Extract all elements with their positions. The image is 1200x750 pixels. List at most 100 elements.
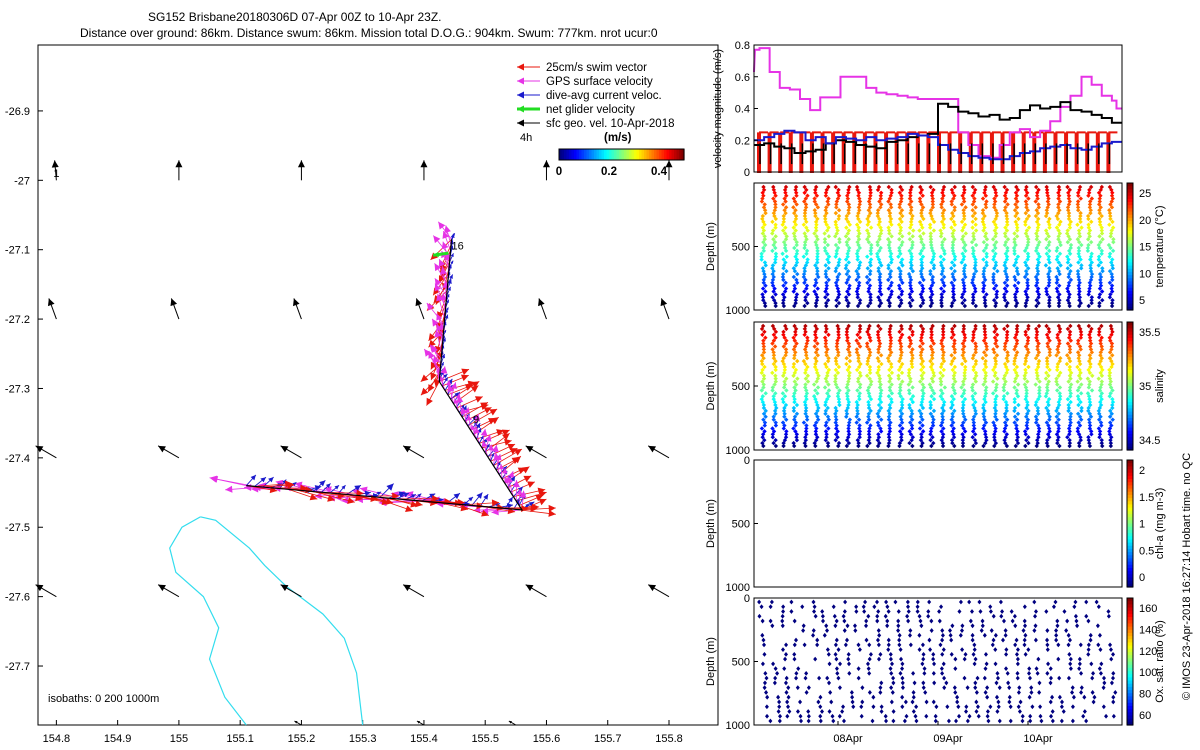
oxygen-sample [836,675,841,681]
section-sample [833,376,838,381]
colorbar-cell [644,149,648,160]
current-velocity-arrow [413,493,422,501]
swim-vector-arrow [450,380,480,400]
section-sample [1045,335,1051,340]
ytick-label: 1000 [726,582,750,594]
oxygen-sample [926,609,931,614]
section-sample [762,329,767,335]
oxygen-sample [1077,656,1082,662]
colorbar-cell [1127,517,1133,521]
section-sample [950,239,956,245]
section-sample [1100,266,1105,271]
section-sample [812,440,817,446]
oxygen-sample [1048,666,1053,672]
oxygen-sample [828,690,833,695]
section-sample [1025,283,1031,288]
section-sample [762,271,767,277]
section-sample [1068,411,1074,417]
section-sample [1077,239,1082,245]
section-sample [782,423,787,428]
section-sample [1110,405,1115,411]
section-sample [791,274,797,280]
section-sample [823,402,828,408]
section-sample [1097,234,1102,239]
colorbar-frame [558,148,685,161]
section-sample [907,280,913,285]
oxygen-sample [890,661,895,667]
section-sample [941,323,946,329]
oxygen-sample [1054,632,1059,638]
section-sample [983,202,988,207]
section-sample [826,202,831,207]
section-sample [1077,353,1082,358]
oxygen-sample [1027,694,1032,700]
section-sample [991,277,996,283]
section-sample [909,289,915,294]
section-sample [973,411,979,417]
section-sample [984,263,989,268]
oxygen-sample [833,642,838,648]
gps-velocity-arrow [493,453,501,475]
section-sample [1099,251,1104,256]
section-sample [844,385,850,390]
section-sample [961,208,966,213]
section-sample [836,292,842,297]
section-sample [1045,193,1050,198]
section-sample [1005,202,1010,207]
gps-velocity-arrow [434,329,443,354]
section-sample [1012,283,1017,288]
oxygen-sample [1039,718,1044,724]
section-sample [971,248,976,254]
section-sample [1077,289,1082,294]
colorbar-cell [1127,354,1133,358]
section-sample [1078,213,1083,219]
section-sample [898,344,904,349]
section-sample [1002,347,1008,352]
section-sample [845,382,850,387]
section-sample [845,289,850,294]
section-sample [1046,300,1052,306]
section-sample [1044,210,1050,216]
section-sample [770,388,775,393]
section-sample [877,271,883,277]
colorbar-cell [1127,211,1133,216]
section-sample [773,391,778,396]
section-sample [1086,358,1092,364]
colorbar-cell [651,149,655,160]
swim-vector-arrow [455,503,489,517]
section-sample [1085,245,1091,251]
section-sample [1034,283,1039,288]
section-sample [898,228,903,233]
section-sample [1086,437,1091,443]
section-sample [952,391,958,396]
section-sample [855,388,860,393]
section-sample [1014,423,1019,428]
section-sample [876,414,881,419]
section-sample [815,391,820,396]
colorbar-cell [1127,661,1133,666]
oxygen-sample [1049,713,1054,719]
oxygen-sample [1104,713,1109,719]
section-sample [1096,408,1102,414]
sfc-velocity-arrow [35,445,57,459]
section-sample [1046,271,1051,277]
oxygen-sample [1044,609,1049,614]
section-sample [961,355,967,361]
section-sample [1004,277,1010,283]
oxygen-sample [875,599,880,605]
section-sample [1012,405,1018,411]
section-sample [1013,213,1018,219]
oxygen-sample [1096,604,1101,610]
section-sample [1003,205,1008,210]
section-sample [930,379,936,384]
section-sample [1015,271,1021,277]
section-sample [919,355,924,361]
colorbar-cell [1127,501,1133,506]
section-sample [761,297,766,303]
section-sample [897,205,902,210]
section-sample [974,373,979,378]
ytick-label: 0.2 [735,135,750,147]
oxygen-sample [942,675,947,681]
section-sample [816,405,821,411]
